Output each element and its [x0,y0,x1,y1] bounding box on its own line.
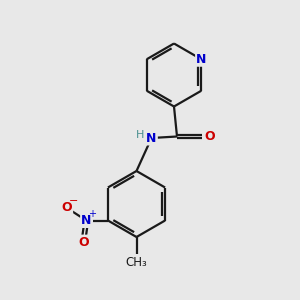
Text: O: O [78,236,88,249]
Text: N: N [196,53,206,66]
Text: N: N [81,214,92,227]
Text: +: + [88,209,96,219]
Text: O: O [61,201,72,214]
Text: H: H [136,130,144,140]
Text: O: O [205,130,215,143]
Text: N: N [146,131,157,145]
Text: −: − [69,196,78,206]
Text: CH₃: CH₃ [126,256,147,269]
